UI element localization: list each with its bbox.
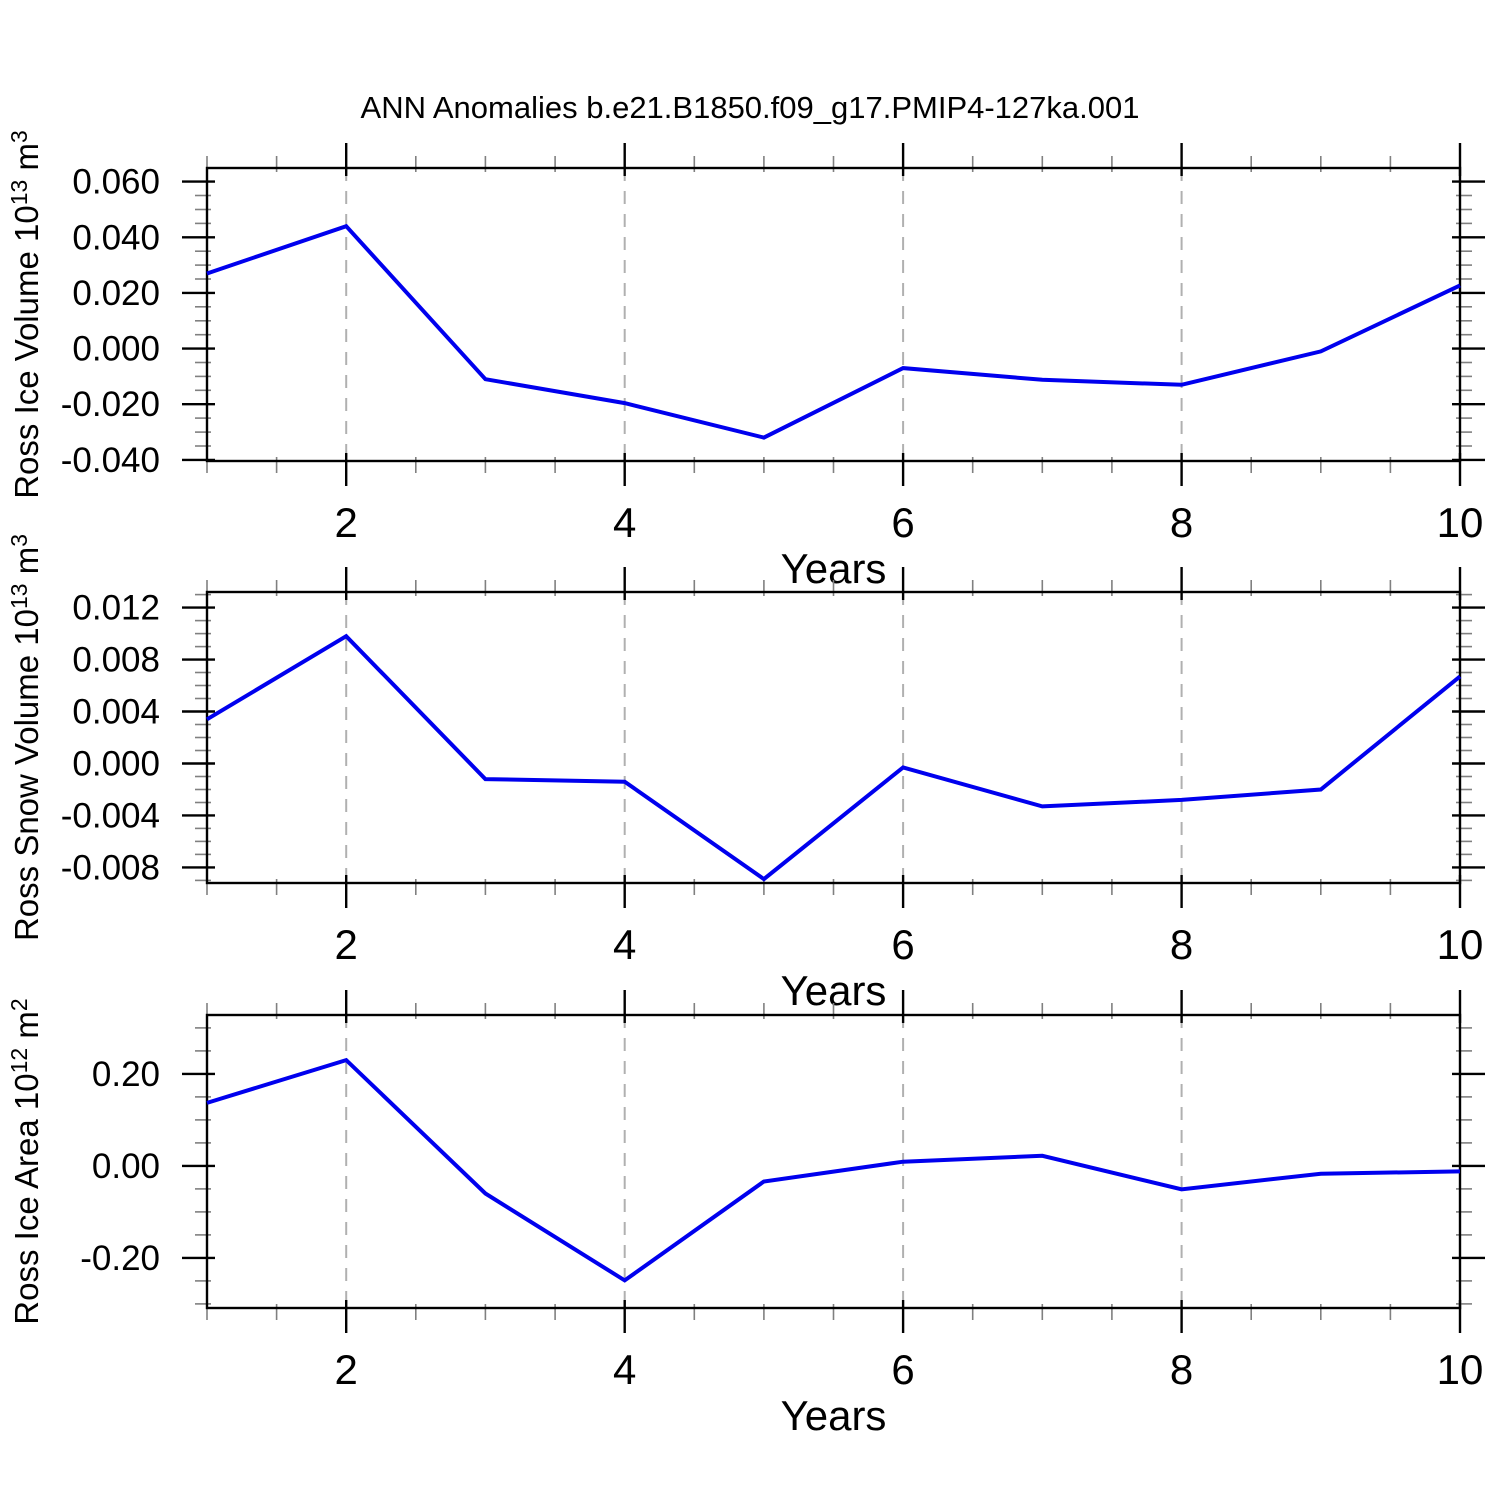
y-axis-title: Ross Ice Volume 1013 m3 <box>6 130 45 499</box>
x-tick-label: 4 <box>613 921 636 968</box>
x-tick-label: 10 <box>1437 1346 1484 1393</box>
y-tick-label: 0.000 <box>72 745 160 784</box>
y-tick-label: 0.012 <box>72 589 160 628</box>
x-tick-label: 8 <box>1170 1346 1193 1393</box>
y-axis-title: Ross Ice Area 1012 m2 <box>6 998 45 1324</box>
x-tick-label: 2 <box>335 921 358 968</box>
x-tick-label: 4 <box>613 499 636 546</box>
data-line-ross-ice-area <box>206 1057 1461 1283</box>
plot-frame <box>205 1013 1462 1310</box>
panel-ross-ice-volume: 2 4 6 8 100.0600.0400.0200.000-0.020-0.040Ye… <box>6 130 1485 592</box>
y-tick-label: 0.20 <box>92 1055 160 1094</box>
x-tick-label: 4 <box>613 1346 636 1393</box>
y-tick-label: 0.004 <box>72 693 160 732</box>
y-tick-label: -0.20 <box>80 1239 160 1278</box>
y-tick-label: -0.008 <box>61 848 160 887</box>
panels-group: 2 4 6 8 10 0.060 0.040 0.020 0.000 -0.020 -0.040 Ye… <box>6 130 1485 1439</box>
x-tick-label: 2 <box>335 499 358 546</box>
y-tick-label: 0.060 <box>72 163 160 202</box>
x-tick-label: 10 <box>1437 921 1484 968</box>
x-tick-label: 6 <box>891 921 914 968</box>
data-line-ross-ice-volume <box>206 223 1461 440</box>
x-tick-label: 8 <box>1170 499 1193 546</box>
y-tick-label: -0.004 <box>61 796 160 835</box>
y-tick-label: 0.040 <box>72 218 160 257</box>
x-tick-label: 8 <box>1170 921 1193 968</box>
y-tick-label: 0.00 <box>92 1147 160 1186</box>
x-tick-label: 2 <box>335 1346 358 1393</box>
y-tick-label: -0.020 <box>61 385 160 424</box>
x-axis-title: Years <box>781 1392 887 1439</box>
x-tick-label: 6 <box>891 1346 914 1393</box>
plot-frame <box>205 590 1462 885</box>
y-axis-title: Ross Snow Volume 1013 m3 <box>6 534 45 941</box>
panel-ross-ice-area: 2 4 6 8 10 0.20 0.00 -0.20 Years Ross Ice Area 10… <box>6 990 1485 1439</box>
panel-ross-snow-volume: 2 4 6 8 100.0120.0080.0040.000-0.004-0.008Ye… <box>6 534 1485 1014</box>
chart-title: ANN Anomalies b.e21.B1850.f09_g17.PMIP4-… <box>361 90 1140 125</box>
y-tick-label: 0.008 <box>72 641 160 680</box>
y-tick-label: 0.000 <box>72 330 160 369</box>
plot-frame <box>205 166 1462 463</box>
y-tick-label: 0.020 <box>72 274 160 313</box>
y-tick-label: -0.040 <box>61 441 160 480</box>
data-line-ross-snow-volume <box>205 633 1462 882</box>
x-tick-label: 10 <box>1437 499 1484 546</box>
x-tick-label: 6 <box>891 499 914 546</box>
